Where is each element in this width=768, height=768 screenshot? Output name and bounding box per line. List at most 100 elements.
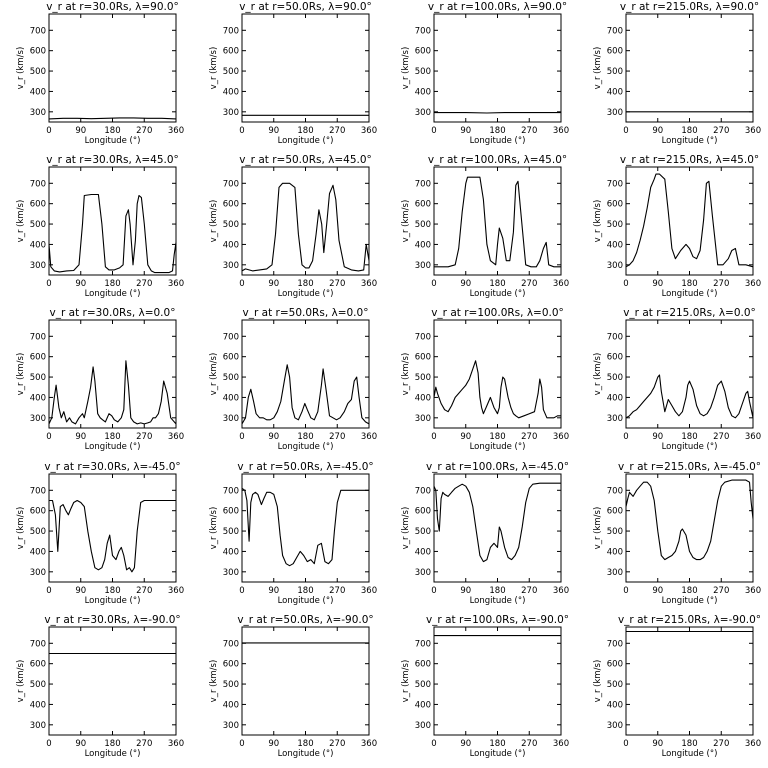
- chart-panel: v_r at r=50.0Rs, λ=-90.0° 0 90 180 270 360 300…: [209, 614, 377, 759]
- y-axis-label: v_r (km/s): [16, 47, 26, 90]
- y-tick-label: 300: [30, 568, 46, 578]
- x-tick-label: 0: [431, 126, 436, 136]
- y-tick-label: 600: [607, 47, 623, 57]
- y-tick-label: 300: [30, 721, 46, 731]
- y-tick-label: 400: [223, 393, 239, 403]
- chart-panel: v_r at r=100.0Rs, λ=-45.0° 0 90 180 270 360 30…: [401, 461, 569, 606]
- x-tick-label: 180: [489, 126, 505, 136]
- x-axis-label: Longitude (°): [662, 289, 718, 299]
- x-tick-label: 90: [268, 279, 279, 289]
- x-axis-label: Longitude (°): [85, 289, 141, 299]
- x-tick-label: 180: [681, 586, 697, 596]
- y-tick-label: 700: [415, 486, 431, 496]
- x-tick-label: 360: [553, 586, 569, 596]
- y-tick-label: 500: [30, 527, 46, 537]
- x-tick-label: 360: [553, 126, 569, 136]
- chart-title: v_r at r=100.0Rs, λ=45.0°: [428, 154, 567, 166]
- y-tick-label: 600: [223, 660, 239, 670]
- y-axis-label: v_r (km/s): [593, 353, 603, 396]
- y-tick-label: 700: [30, 639, 46, 649]
- y-tick-label: 300: [607, 414, 623, 424]
- x-tick-label: 0: [623, 586, 628, 596]
- y-axis-label: v_r (km/s): [593, 507, 603, 550]
- x-tick-label: 180: [297, 586, 313, 596]
- y-tick-label: 500: [607, 220, 623, 230]
- y-tick-label: 400: [607, 240, 623, 250]
- chart-panel: v_r at r=100.0Rs, λ=-90.0° 0 90 180 270 360 30…: [401, 614, 569, 759]
- y-tick-label: 500: [607, 373, 623, 383]
- x-tick-label: 270: [713, 586, 729, 596]
- chart-panel: v_r at r=100.0Rs, λ=90.0° 0 90 180 270 360 300…: [401, 1, 569, 146]
- x-tick-label: 180: [297, 432, 313, 442]
- x-tick-label: 360: [168, 739, 184, 749]
- x-axis-label: Longitude (°): [278, 289, 334, 299]
- chart-title: v_r at r=100.0Rs, λ=90.0°: [428, 1, 567, 13]
- x-tick-label: 0: [623, 432, 628, 442]
- x-tick-label: 90: [460, 586, 471, 596]
- x-tick-label: 360: [361, 279, 377, 289]
- chart-panel: v_r at r=50.0Rs, λ=90.0° 0 90 180 270 360 300 4…: [209, 1, 377, 146]
- x-tick-label: 90: [75, 586, 86, 596]
- x-tick-label: 270: [136, 126, 152, 136]
- x-tick-label: 90: [75, 279, 86, 289]
- x-tick-label: 180: [681, 126, 697, 136]
- y-tick-label: 400: [30, 240, 46, 250]
- y-tick-label: 500: [223, 220, 239, 230]
- x-tick-label: 270: [329, 739, 345, 749]
- x-axis-label: Longitude (°): [470, 289, 526, 299]
- y-tick-label: 300: [607, 568, 623, 578]
- x-tick-label: 90: [460, 279, 471, 289]
- chart-panel: v_r at r=50.0Rs, λ=0.0° 0 90 180 270 360 300 40…: [209, 307, 377, 452]
- x-tick-label: 270: [521, 432, 537, 442]
- y-tick-label: 300: [30, 414, 46, 424]
- x-tick-label: 360: [168, 126, 184, 136]
- y-axis-label: v_r (km/s): [401, 47, 411, 90]
- y-tick-label: 600: [607, 353, 623, 363]
- y-axis-label: v_r (km/s): [16, 200, 26, 243]
- x-tick-label: 0: [46, 586, 51, 596]
- chart-title: v_r at r=50.0Rs, λ=90.0°: [239, 1, 372, 13]
- x-tick-label: 0: [431, 586, 436, 596]
- y-tick-label: 700: [223, 639, 239, 649]
- x-tick-label: 270: [329, 432, 345, 442]
- x-axis-label: Longitude (°): [662, 442, 718, 452]
- y-tick-label: 400: [223, 240, 239, 250]
- y-tick-label: 300: [415, 568, 431, 578]
- x-tick-label: 90: [652, 126, 663, 136]
- x-tick-label: 90: [460, 739, 471, 749]
- x-axis-label: Longitude (°): [85, 749, 141, 759]
- x-tick-label: 270: [521, 739, 537, 749]
- y-tick-label: 700: [223, 486, 239, 496]
- x-axis-label: Longitude (°): [470, 749, 526, 759]
- chart-title: v_r at r=30.0Rs, λ=0.0°: [50, 307, 176, 319]
- x-tick-label: 0: [46, 279, 51, 289]
- x-axis-label: Longitude (°): [85, 442, 141, 452]
- x-tick-label: 0: [239, 739, 244, 749]
- chart-panel: v_r at r=215.0Rs, λ=0.0° 0 90 180 270 360 300 4…: [593, 307, 761, 452]
- x-tick-label: 360: [745, 586, 761, 596]
- plot-frame: [48, 626, 177, 736]
- x-tick-label: 360: [553, 739, 569, 749]
- chart-title: v_r at r=100.0Rs, λ=0.0°: [431, 307, 564, 319]
- x-tick-label: 270: [136, 586, 152, 596]
- y-tick-label: 300: [223, 721, 239, 731]
- y-tick-label: 300: [607, 108, 623, 118]
- y-tick-label: 400: [30, 547, 46, 557]
- y-tick-label: 700: [607, 639, 623, 649]
- y-tick-label: 700: [30, 26, 46, 36]
- x-tick-label: 90: [75, 432, 86, 442]
- x-tick-label: 360: [745, 279, 761, 289]
- x-axis-label: Longitude (°): [278, 136, 334, 146]
- y-tick-label: 600: [223, 507, 239, 517]
- y-axis-label: v_r (km/s): [209, 47, 219, 90]
- y-tick-label: 300: [607, 261, 623, 271]
- series-line: [241, 487, 369, 567]
- x-tick-label: 0: [239, 586, 244, 596]
- series-line: [241, 364, 370, 425]
- x-axis-label: Longitude (°): [278, 749, 334, 759]
- x-tick-label: 270: [521, 126, 537, 136]
- y-tick-label: 400: [607, 547, 623, 557]
- y-axis-label: v_r (km/s): [401, 507, 411, 550]
- chart-panel: v_r at r=215.0Rs, λ=-45.0° 0 90 180 270 360 30…: [593, 461, 761, 606]
- x-tick-label: 90: [268, 586, 279, 596]
